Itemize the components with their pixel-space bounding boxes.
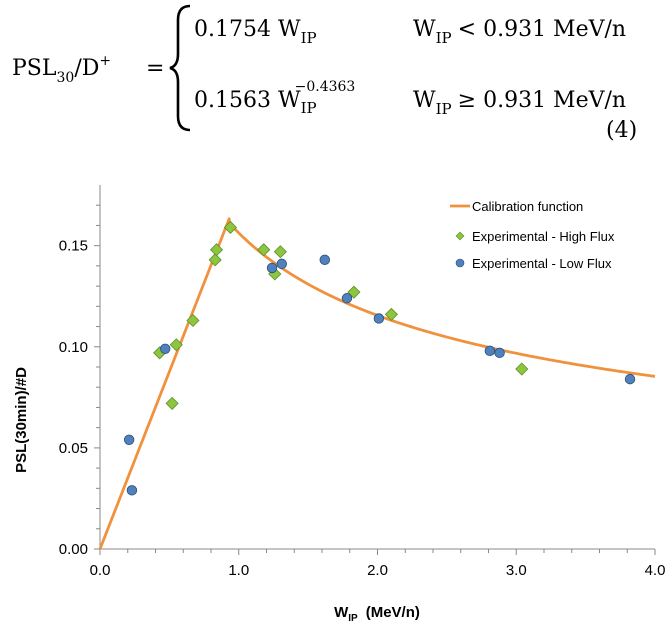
y-axis-label: PSL(30min)/#D — [13, 367, 30, 473]
low-flux-point — [495, 348, 505, 358]
low-flux-point — [124, 435, 134, 445]
x-tick-label: 4.0 — [645, 562, 666, 579]
eq-lhs-base: PSL — [12, 56, 57, 81]
legend-label-calibration: Calibration function — [472, 199, 583, 214]
eq-brace — [170, 6, 190, 130]
svg-text:WIP< 0.931 MeV/n: WIP < 0.931 MeV/n — [413, 17, 626, 47]
low-flux-point — [485, 346, 495, 356]
high-flux-point — [211, 244, 223, 256]
chart-legend: Calibration function Experimental - High … — [450, 199, 615, 271]
y-tick-label: 0.10 — [59, 339, 88, 356]
eq-case1-cond-rest: < 0.931 MeV/n — [458, 17, 626, 42]
svg-text:0.1563 WIP−0.4363: 0.1563 WIP −0.4363 — [194, 79, 355, 117]
low-flux-point — [320, 255, 330, 265]
low-flux-point — [342, 293, 352, 303]
eq-case2-coeff: 0.1563 W — [194, 88, 301, 113]
legend-circle-swatch — [456, 259, 464, 267]
eq-case2-cond-rest: ≥ 0.931 MeV/n — [458, 88, 626, 113]
equation-4: PSL30/D+ = 0.1754 WIP WIP < 0.931 MeV/n 0… — [0, 0, 667, 140]
low-flux-point — [277, 259, 287, 269]
eq-case1-coeff: 0.1754 W — [194, 17, 301, 42]
eq-case2-sub: IP — [301, 99, 317, 117]
calibration-chart: 0.00 0.05 0.10 0.15 0.0 1.0 2.0 3.0 4.0 Calibrat… — [0, 140, 667, 621]
eq-case1-cond-sub: IP — [436, 29, 452, 47]
equation-svg: PSL30/D+ = 0.1754 WIP WIP < 0.931 MeV/n 0… — [0, 0, 667, 140]
x-axis-label-sub: IP — [348, 613, 358, 621]
legend-label-high-flux: Experimental - High Flux — [472, 229, 615, 244]
svg-text:WIP≥ 0.931 MeV/n: WIP ≥ 0.931 MeV/n — [413, 88, 626, 118]
x-tick-label: 3.0 — [506, 562, 527, 579]
chart-container: 0.00 0.05 0.10 0.15 0.0 1.0 2.0 3.0 4.0 Calibrat… — [0, 140, 667, 621]
x-axis-label-main: W — [334, 604, 349, 621]
eq-case1-cond-w: W — [413, 17, 436, 42]
svg-text:0.1754 WIP: 0.1754 WIP — [194, 17, 317, 47]
y-tick-label: 0.15 — [59, 238, 88, 255]
x-tick-label: 0.0 — [90, 562, 111, 579]
eq-case2-sup: −0.4363 — [295, 79, 356, 95]
eq-equals: = — [146, 56, 164, 81]
legend-label-low-flux: Experimental - Low Flux — [472, 256, 612, 271]
x-tick-label: 1.0 — [228, 562, 249, 579]
eq-case2-cond-w: W — [413, 88, 436, 113]
svg-text:PSL30/D+: PSL30/D+ — [12, 53, 111, 86]
high-flux-point — [166, 397, 178, 409]
low-flux-point — [374, 314, 384, 324]
eq-case1-sub: IP — [301, 29, 317, 47]
y-tick-label: 0.05 — [59, 440, 88, 457]
legend-diamond-swatch — [456, 232, 464, 240]
high-flux-point — [258, 244, 270, 256]
x-axis-label: WIP (MeV/n) — [334, 604, 420, 621]
x-axis-label-unit: (MeV/n) — [366, 604, 420, 621]
low-flux-point — [160, 344, 170, 354]
eq-lhs-sup: + — [99, 53, 111, 69]
high-flux-point — [516, 363, 528, 375]
eq-lhs-rest: /D — [74, 56, 99, 81]
low-flux-point — [127, 486, 137, 496]
eq-lhs-sub: 30 — [56, 70, 74, 86]
x-tick-label: 2.0 — [367, 562, 388, 579]
low-flux-point — [625, 374, 635, 384]
high-flux-point — [274, 246, 286, 258]
y-tick-label: 0.00 — [59, 541, 88, 558]
chart-axes: 0.00 0.05 0.10 0.15 0.0 1.0 2.0 3.0 4.0 — [59, 185, 666, 579]
low-flux-point — [267, 263, 277, 273]
eq-case2-cond-sub: IP — [436, 100, 452, 118]
